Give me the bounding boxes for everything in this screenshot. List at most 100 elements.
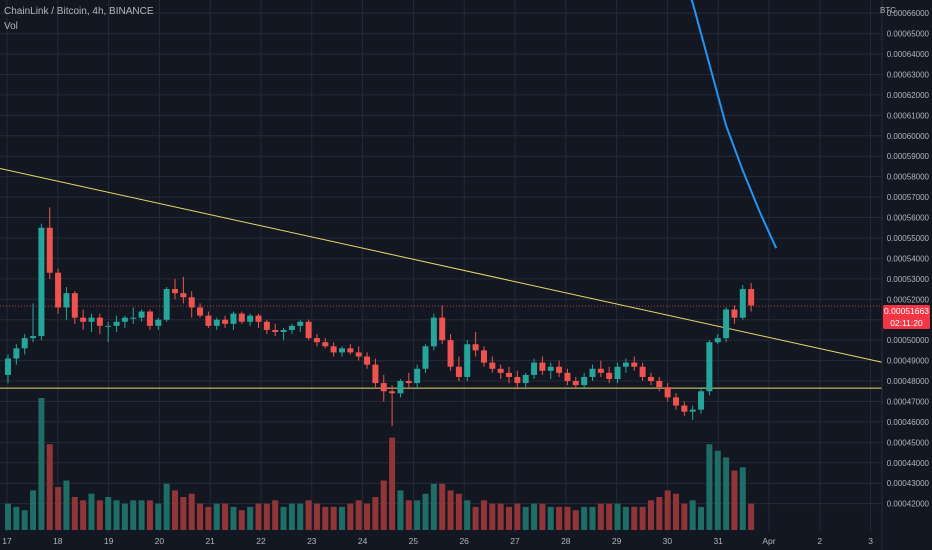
candle-body xyxy=(5,358,11,375)
candle-body xyxy=(238,313,245,322)
candle-body xyxy=(489,362,496,369)
volume-bar xyxy=(748,503,755,530)
volume-bar xyxy=(222,503,229,530)
volume-bar xyxy=(272,500,279,530)
volume-bar xyxy=(422,493,429,530)
y-tick-label: 0.00064000 xyxy=(887,50,930,59)
volume-bar xyxy=(5,503,11,530)
price-axis[interactable]: 0.00042000 0.00043000 0.00044000 0.00045000… xyxy=(881,0,930,550)
candle-body xyxy=(80,317,87,322)
symbol-title[interactable]: ChainLink / Bitcoin, 4h, BINANCE xyxy=(4,6,154,17)
drawing-lines xyxy=(0,0,883,389)
volume-bar xyxy=(55,487,62,530)
candle-body xyxy=(105,325,112,327)
candle-body xyxy=(121,317,128,322)
candle-body xyxy=(364,356,371,365)
candle-body xyxy=(656,381,663,388)
volume-bar xyxy=(322,506,329,530)
candle-body xyxy=(313,338,320,343)
candle-body xyxy=(681,405,688,412)
volume-bar xyxy=(514,503,521,530)
volume-bar xyxy=(213,503,220,530)
candle-body xyxy=(63,293,70,308)
candle-body xyxy=(430,317,437,347)
volume-bar xyxy=(46,444,53,530)
candle-body xyxy=(155,319,162,326)
candle-body xyxy=(339,348,345,353)
y-tick-label: 0.00053000 xyxy=(887,275,930,284)
candle-body xyxy=(439,317,446,341)
x-tick-label: 29 xyxy=(612,536,622,546)
candle-body xyxy=(664,387,671,398)
y-tick-label: 0.00042000 xyxy=(887,500,930,509)
candlesticks xyxy=(5,207,755,426)
candle-body xyxy=(297,321,304,326)
candle-body xyxy=(739,289,746,318)
candle-body xyxy=(188,297,195,308)
volume-bar xyxy=(247,506,254,530)
time-axis[interactable]: 17 18 19 20 21 22 23 24 25 26 27 28 29 30 31 Apr 2 3 xyxy=(2,536,873,546)
x-tick-label: 24 xyxy=(358,536,368,546)
y-tick-label: 0.00048000 xyxy=(887,377,930,386)
volume-bar xyxy=(146,500,153,530)
volume-bar xyxy=(313,503,320,530)
x-tick-label: 3 xyxy=(868,536,873,546)
candle-body xyxy=(180,293,187,298)
candle-body xyxy=(38,227,45,337)
candle-body xyxy=(405,381,412,384)
volume-bar xyxy=(364,503,371,530)
candle-body xyxy=(556,366,563,373)
volume-bar xyxy=(539,503,546,530)
y-tick-label: 0.00062000 xyxy=(887,91,930,100)
x-tick-label: 31 xyxy=(713,536,723,546)
candle-body xyxy=(30,336,37,339)
candle-body xyxy=(222,319,229,324)
candle-body xyxy=(21,338,28,349)
volume-bar xyxy=(480,500,487,530)
candle-body xyxy=(497,368,504,373)
volume-bar xyxy=(163,483,170,530)
volume-bar xyxy=(689,500,696,530)
volume-bar xyxy=(714,450,721,530)
volume-bar xyxy=(113,500,120,530)
volume-bar xyxy=(63,480,70,530)
y-tick-label: 0.00058000 xyxy=(887,173,930,182)
candle-body xyxy=(138,311,145,318)
candle-body xyxy=(748,289,755,306)
x-tick-label: 23 xyxy=(307,536,317,546)
candle-body xyxy=(163,289,170,320)
candle-body xyxy=(673,397,679,406)
candle-body xyxy=(205,315,212,326)
candle-body xyxy=(731,309,738,318)
candle-body xyxy=(597,368,604,373)
volume-bar xyxy=(706,444,713,530)
candle-body xyxy=(606,372,613,379)
x-tick-label: 26 xyxy=(459,536,469,546)
candle-body xyxy=(272,329,279,332)
volume-bar xyxy=(506,506,512,530)
candle-body xyxy=(280,329,287,332)
volume-bar xyxy=(130,500,137,530)
candle-body xyxy=(355,352,362,357)
x-tick-label: 30 xyxy=(663,536,673,546)
volume-bar xyxy=(547,506,554,530)
candle-body xyxy=(330,346,337,353)
volume-bar xyxy=(556,506,563,530)
y-tick-label: 0.00060000 xyxy=(887,132,930,141)
volume-bar xyxy=(614,503,621,530)
bar-countdown-tag: 02:11:20 xyxy=(883,317,930,329)
candle-body xyxy=(589,368,596,377)
grid-lines xyxy=(0,0,882,532)
candle-body xyxy=(547,366,554,371)
volume-bar xyxy=(347,503,354,530)
volume-bar xyxy=(372,497,379,530)
volume-label[interactable]: Vol xyxy=(4,21,18,32)
x-tick-label: 22 xyxy=(256,536,266,546)
volume-bar xyxy=(472,506,479,530)
candle-body xyxy=(247,315,254,322)
candle-body xyxy=(522,374,529,384)
volume-bar xyxy=(531,503,538,530)
volume-bar xyxy=(380,480,387,530)
candle-body xyxy=(723,309,730,339)
